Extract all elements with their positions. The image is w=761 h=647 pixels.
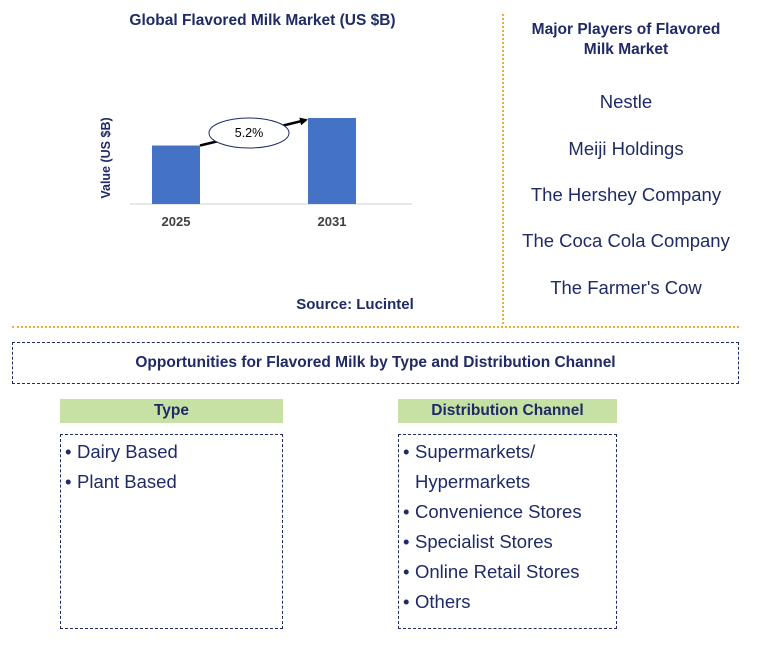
- type-list-box: Dairy Based Plant Based: [60, 434, 283, 629]
- player-item: The Farmer's Cow: [550, 277, 702, 298]
- y-axis-label: Value (US $B): [99, 117, 113, 198]
- growth-rate-label: 5.2%: [235, 126, 264, 140]
- bar-2031: [308, 118, 356, 204]
- x-tick-label: 2031: [318, 214, 347, 229]
- source-label: Source: Lucintel: [296, 296, 414, 313]
- player-item: The Coca Cola Company: [522, 230, 730, 251]
- channel-list-box: Supermarkets/ Hypermarkets Convenience S…: [398, 434, 617, 629]
- bar-chart: Value (US $B) 2025 2031 5.2%: [99, 117, 412, 229]
- players-title: Major Players of Flavored Milk Market: [531, 21, 721, 58]
- channel-item: Specialist Stores: [403, 527, 616, 557]
- vertical-divider: [502, 14, 504, 324]
- channel-item: Supermarkets/ Hypermarkets: [403, 437, 616, 497]
- growth-rate-ellipse: [208, 117, 290, 149]
- player-item: Meiji Holdings: [568, 138, 684, 159]
- x-tick-label: 2025: [162, 214, 191, 229]
- channel-item: Others: [403, 587, 616, 617]
- player-item: Nestle: [599, 91, 653, 112]
- player-item: The Hershey Company: [530, 184, 722, 205]
- bar-2025: [152, 145, 200, 204]
- channel-item: Online Retail Stores: [403, 557, 616, 587]
- type-item: Dairy Based: [65, 437, 282, 467]
- channel-header: Distribution Channel: [398, 399, 617, 423]
- opportunities-title: Opportunities for Flavored Milk by Type …: [12, 342, 739, 384]
- channel-item: Convenience Stores: [403, 497, 616, 527]
- horizontal-divider: [12, 326, 739, 328]
- type-header: Type: [60, 399, 283, 423]
- type-item: Plant Based: [65, 467, 282, 497]
- chart-title: Global Flavored Milk Market (US $B): [129, 12, 396, 29]
